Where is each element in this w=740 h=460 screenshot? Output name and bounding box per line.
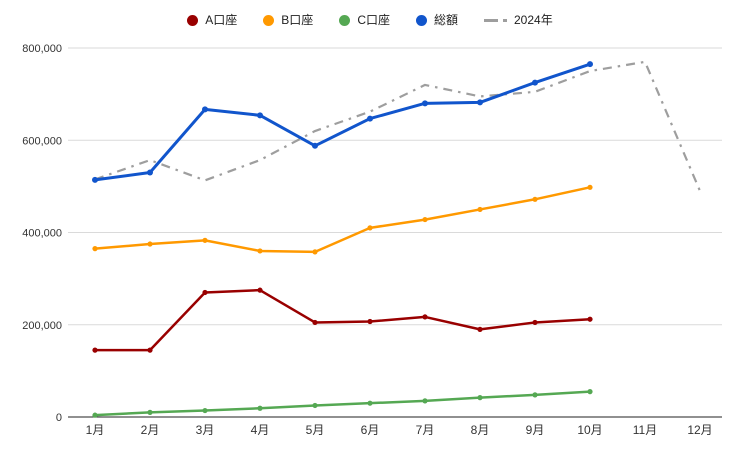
series-point-1 xyxy=(477,206,483,213)
series-point-2 xyxy=(147,409,153,415)
legend-label-2024: 2024年 xyxy=(514,13,553,27)
series-point-1 xyxy=(92,246,98,252)
x-tick-label: 5月 xyxy=(306,423,325,437)
series-point-0 xyxy=(367,318,373,325)
series-point-2 xyxy=(422,398,428,404)
series-line-4 xyxy=(94,60,702,192)
series-point-0 xyxy=(257,287,263,293)
series-point-0 xyxy=(312,319,318,326)
y-tick-label: 200,000 xyxy=(22,320,62,332)
x-tick-label: 10月 xyxy=(577,423,602,437)
legend-label-a-account: A口座 xyxy=(205,13,238,27)
legend-label-total: 総額 xyxy=(433,13,458,27)
series-point-1 xyxy=(587,184,593,190)
x-tick-label: 11月 xyxy=(633,423,657,437)
legend-item-total: 総額 xyxy=(415,12,458,28)
x-tick-label: 8月 xyxy=(471,423,490,437)
y-tick-label: 800,000 xyxy=(22,43,62,55)
series-point-0 xyxy=(202,289,208,296)
dot-segment-icon xyxy=(503,18,507,22)
series-point-0 xyxy=(587,316,593,322)
x-tick-label: 9月 xyxy=(526,423,545,437)
series-point-3 xyxy=(422,100,428,107)
x-tick-label: 6月 xyxy=(361,423,380,437)
series-point-3 xyxy=(312,142,318,149)
legend-label-c-account: C口座 xyxy=(357,13,390,27)
y-tick-label: 600,000 xyxy=(22,135,62,147)
series-line-1 xyxy=(94,186,591,254)
series-line-3 xyxy=(94,62,591,182)
series-point-1 xyxy=(147,241,153,247)
y-tick-label: 400,000 xyxy=(22,228,62,240)
legend-item-a-account: A口座 xyxy=(187,12,237,28)
series-point-3 xyxy=(532,79,538,86)
series-point-1 xyxy=(257,248,263,254)
series-c-dot-icon xyxy=(339,14,351,26)
legend-item-2024: 2024年 xyxy=(484,12,553,28)
series-point-1 xyxy=(202,237,208,243)
series-total-dot-icon xyxy=(415,14,427,26)
legend-label-b-account: B口座 xyxy=(281,13,314,27)
series-point-2 xyxy=(257,405,263,411)
series-point-3 xyxy=(257,112,263,119)
dashdot-line-icon xyxy=(484,18,507,22)
series-point-3 xyxy=(367,115,373,122)
series-point-2 xyxy=(587,389,593,395)
series-b-dot-icon xyxy=(263,14,275,26)
series-point-0 xyxy=(532,319,538,326)
series-point-0 xyxy=(477,326,483,332)
chart-legend: A口座 B口座 C口座 総額 2024年 xyxy=(0,12,740,28)
series-point-2 xyxy=(312,402,318,409)
series-point-2 xyxy=(92,412,98,418)
x-tick-label: 7月 xyxy=(416,423,435,437)
series-point-3 xyxy=(477,99,483,106)
series-point-1 xyxy=(367,225,373,231)
y-tick-label: 0 xyxy=(56,412,62,424)
series-point-1 xyxy=(312,249,318,255)
series-a-dot-icon xyxy=(187,14,199,26)
series-line-2 xyxy=(94,390,591,417)
x-tick-label: 3月 xyxy=(196,423,215,437)
dash-segment-icon xyxy=(484,18,498,22)
series-point-2 xyxy=(477,395,483,401)
series-line-0 xyxy=(95,288,591,352)
series-point-3 xyxy=(147,169,153,176)
series-point-3 xyxy=(92,176,98,183)
series-point-0 xyxy=(147,347,153,353)
legend-item-b-account: B口座 xyxy=(263,12,313,28)
series-point-1 xyxy=(422,216,428,223)
series-point-2 xyxy=(532,392,538,398)
series-point-1 xyxy=(532,196,538,202)
x-tick-label: 2月 xyxy=(141,423,160,437)
series-point-3 xyxy=(202,106,208,113)
series-point-0 xyxy=(92,347,98,353)
legend-item-c-account: C口座 xyxy=(339,12,390,28)
series-point-2 xyxy=(367,400,373,406)
series-point-0 xyxy=(422,314,428,320)
series-point-2 xyxy=(202,407,208,414)
x-tick-label: 4月 xyxy=(251,423,270,437)
x-tick-label: 1月 xyxy=(86,423,105,437)
series-point-3 xyxy=(587,61,593,68)
x-tick-label: 12月 xyxy=(687,423,712,437)
